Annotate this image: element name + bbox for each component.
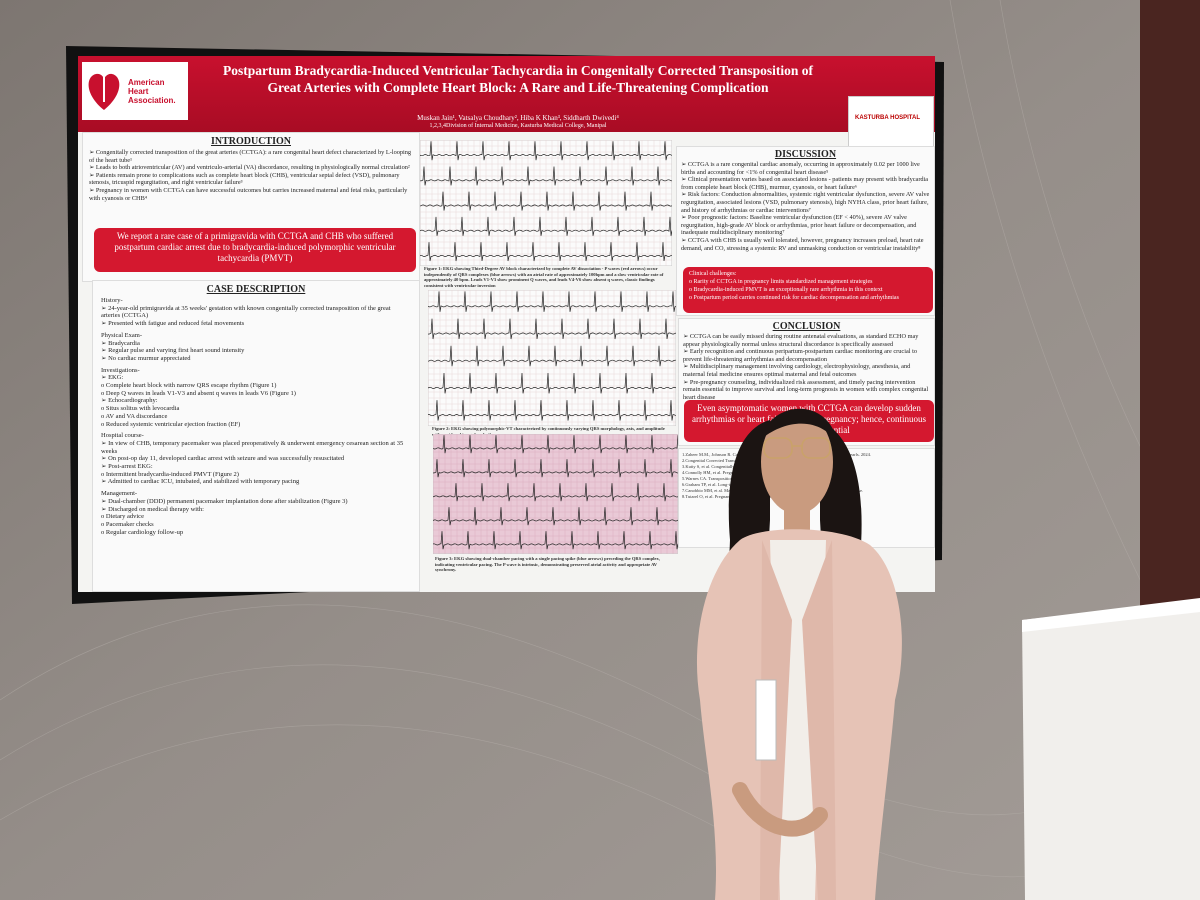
section-heading: INTRODUCTION bbox=[210, 136, 291, 147]
list-item: History- bbox=[101, 297, 123, 304]
ekg-trace bbox=[428, 372, 676, 394]
list-item: ➢ Patients remain prone to complications… bbox=[89, 171, 400, 187]
figure-caption: Figure 1: EKG showing Third-Degree AV bl… bbox=[424, 266, 664, 288]
list-item: ➢ Early recognition and continuous perip… bbox=[683, 348, 917, 363]
table-top bbox=[1022, 598, 1200, 632]
list-item: o Regular cardiology follow-up bbox=[101, 528, 184, 536]
list-item: 6.Graham TP, et al. Long-term outcome in… bbox=[682, 482, 776, 487]
list-item: Hospital course- bbox=[101, 432, 144, 440]
list-item: Management- bbox=[101, 490, 138, 498]
ekg-trace bbox=[428, 345, 676, 367]
case-panel: CASE DESCRIPTION History- ➢ 24-year-old p… bbox=[92, 280, 420, 592]
list-item: ➢ Risk factors: Conduction abnormalities… bbox=[681, 191, 930, 214]
authors: Muskan Jain¹, Vatsalya Choudhary², Hiba … bbox=[417, 114, 619, 122]
list-item: o Dietary advice bbox=[101, 513, 144, 521]
ekg-trace bbox=[420, 216, 672, 236]
list-item: ➢ Echocardiography: bbox=[101, 397, 158, 405]
list-item: o Deep Q waves in leads V1-V3 and absent… bbox=[101, 389, 296, 397]
list-item: ➢ CCTGA can be easily missed during rout… bbox=[683, 333, 919, 348]
list-item: o AV and VA discordance bbox=[101, 412, 168, 420]
ekg-trace bbox=[433, 531, 678, 550]
list-item: ➢ EKG: bbox=[101, 374, 124, 382]
kasturba-text: KASTURBA HOSPITAL bbox=[855, 115, 920, 121]
intro-list: ➢ Congenitally corrected transposition o… bbox=[83, 147, 419, 204]
figure-1-ekg bbox=[420, 140, 672, 266]
list-item: ➢ Pregnancy in women with CCTGA can have… bbox=[89, 186, 408, 202]
side-table bbox=[1022, 600, 1200, 900]
section-heading: CASE DESCRIPTION bbox=[206, 284, 306, 295]
ekg-trace bbox=[420, 141, 672, 161]
aha-logo: American Heart Association. bbox=[82, 62, 188, 120]
list-item: Clinical challenges: bbox=[689, 271, 737, 277]
badge bbox=[755, 679, 777, 761]
glasses bbox=[763, 437, 831, 459]
poster: American Heart Association. Postpartum B… bbox=[78, 56, 935, 592]
ekg-trace bbox=[428, 400, 676, 421]
list-item: ➢ Discharged on medical therapy with: bbox=[101, 505, 204, 513]
poster-title: Postpartum Bradycardia-Induced Ventricul… bbox=[222, 63, 814, 95]
ekg-trace bbox=[420, 191, 672, 211]
list-item: ➢ Poor prognostic factors: Baseline vent… bbox=[681, 214, 917, 237]
ekg-trace bbox=[433, 507, 678, 526]
list-item: ➢ Dual-chamber (DDD) permanent pacemaker… bbox=[101, 497, 348, 505]
discussion-list: ➢ CCTGA is a rare congenital cardiac ano… bbox=[677, 160, 934, 253]
list-item: ➢ Bradycardia bbox=[101, 339, 140, 347]
list-item: ➢ 24-year-old primigravida at 35 weeks' … bbox=[101, 304, 391, 320]
kasturba-logo: KASTURBA HOSPITAL bbox=[848, 96, 934, 150]
lapel bbox=[802, 540, 836, 900]
list-item: ➢ No cardiac murmur appreciated bbox=[101, 354, 191, 362]
challenges-box: Clinical challenges: o Rarity of CCTGA in… bbox=[683, 267, 933, 313]
list-item: 2.Congenital Corrected Transposition. Cl… bbox=[682, 458, 784, 463]
affiliation: 1,2,3,4Division of Internal Medicine, Ka… bbox=[429, 123, 607, 129]
hands bbox=[732, 782, 828, 837]
section-heading: CONCLUSION bbox=[772, 321, 841, 332]
list-item: o Reduced systemic ventricular ejection … bbox=[101, 420, 241, 428]
list-item: o Complete heart block with narrow QRS e… bbox=[101, 382, 277, 390]
list-item: ➢ Clinical presentation varies based on … bbox=[681, 176, 929, 191]
ekg-trace bbox=[433, 435, 678, 454]
figure-caption: Figure 3: EKG showing dual-chamber pacin… bbox=[435, 556, 660, 573]
ekg-trace bbox=[428, 318, 676, 340]
list-item: ➢ Regular pulse and varying first heart … bbox=[101, 347, 245, 355]
poster-header bbox=[78, 56, 935, 132]
list-item: Investigations- bbox=[101, 366, 140, 374]
aha-text: American Heart Association. bbox=[128, 78, 176, 105]
list-item: ➢ In view of CHB, temporary pacemaker wa… bbox=[101, 439, 404, 455]
ekg-trace bbox=[433, 459, 678, 478]
list-item: ➢ Congenitally corrected transposition o… bbox=[89, 149, 412, 164]
list-item: ➢ On post-op day 11, developed cardiac a… bbox=[101, 455, 345, 463]
figure-3-ekg bbox=[433, 434, 678, 554]
face bbox=[761, 410, 833, 514]
section-heading: DISCUSSION bbox=[774, 149, 837, 160]
ekg-trace bbox=[433, 483, 678, 502]
ekg-trace bbox=[420, 166, 672, 186]
list-item: ➢ Admitted to cardiac ICU, intubated, an… bbox=[101, 478, 300, 486]
list-item: ➢ CCTGA with CHB is usually well tolerat… bbox=[681, 236, 924, 252]
list-item: ➢ Pre-pregnancy counseling, individualiz… bbox=[683, 378, 929, 401]
list-item: ➢ Presented with fatigue and reduced fet… bbox=[101, 320, 245, 328]
list-item: o Pacemaker checks bbox=[101, 520, 154, 528]
ekg-trace bbox=[420, 242, 672, 262]
list-item: o Intermittent bradycardia-induced PMVT … bbox=[101, 470, 239, 478]
ekg-trace bbox=[428, 291, 676, 312]
aha-heart bbox=[88, 70, 120, 110]
list-item: ➢ Post-arrest EKG: bbox=[101, 463, 153, 471]
list-item: Physical Exam- bbox=[101, 331, 142, 339]
list-item: o Rarity of CCTGA in pregnancy limits st… bbox=[689, 279, 873, 285]
case-list: History- ➢ 24-year-old primigravida at 35… bbox=[93, 295, 419, 538]
list-item: o Situs solitus with levocardia bbox=[101, 405, 180, 413]
conclusion-list: ➢ CCTGA can be easily missed during rout… bbox=[679, 332, 934, 402]
list-item: ➢ Leads to both atrioventricular (AV) an… bbox=[89, 164, 410, 172]
ekg-paper bbox=[428, 290, 676, 426]
intro-highlight: We report a rare case of a primigravida … bbox=[94, 228, 416, 272]
list-item: ➢ CCTGA is a rare congenital cardiac ano… bbox=[681, 161, 920, 176]
list-item: o Postpartum period carries continued ri… bbox=[689, 295, 899, 301]
figure-2-ekg bbox=[428, 290, 676, 426]
list-item: o Bradycardia-induced PMVT is an excepti… bbox=[689, 287, 883, 293]
hair-top bbox=[760, 408, 838, 445]
list-item: ➢ Multidisciplinary management involving… bbox=[683, 363, 911, 378]
